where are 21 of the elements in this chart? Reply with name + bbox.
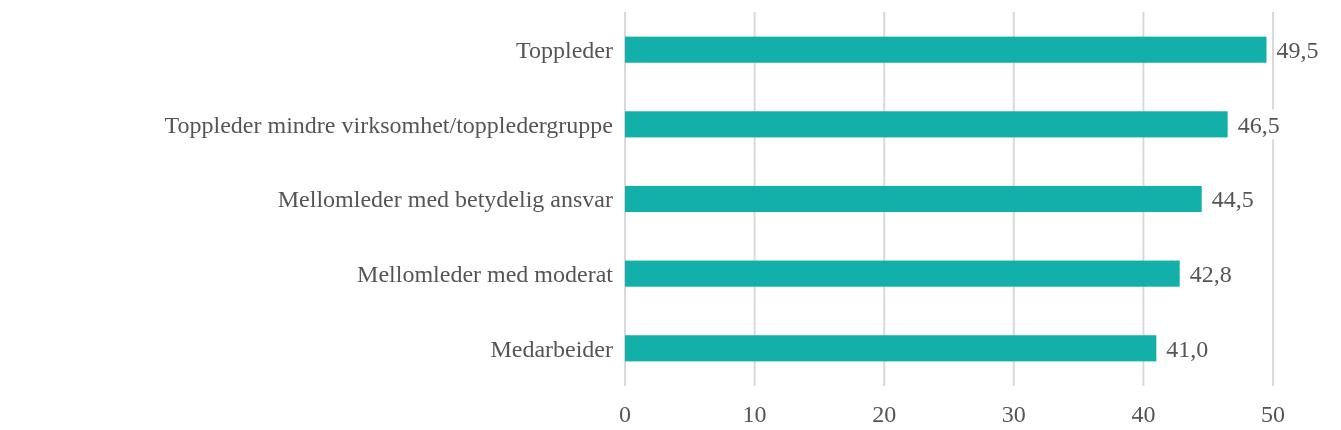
data-label: 44,5	[1211, 186, 1254, 213]
data-label: 46,5	[1237, 111, 1280, 138]
bar	[625, 111, 1228, 138]
data-label: 49,5	[1276, 37, 1319, 64]
x-tick-label: 20	[872, 401, 897, 427]
y-tick-label: Mellomleder med moderat	[357, 261, 614, 288]
x-tick-label: 0	[619, 401, 631, 427]
x-tick-label: 40	[1131, 401, 1156, 427]
y-tick-label: Toppleder	[516, 37, 613, 64]
bar	[625, 335, 1157, 362]
y-tick-label: Toppleder mindre virksomhet/toppledergruppe	[164, 111, 613, 138]
x-tick-label: 10	[742, 401, 767, 427]
bar	[625, 260, 1180, 287]
data-label: 41,0	[1166, 335, 1209, 362]
y-tick-label: Mellomleder med betydelig ansvar	[277, 186, 613, 213]
x-tick-label: 50	[1261, 401, 1285, 427]
y-tick-label: Medarbeider	[490, 335, 613, 362]
bar	[625, 185, 1202, 213]
data-label: 42,8	[1189, 261, 1232, 288]
x-tick-label: 30	[1001, 401, 1026, 427]
bar	[625, 36, 1267, 63]
